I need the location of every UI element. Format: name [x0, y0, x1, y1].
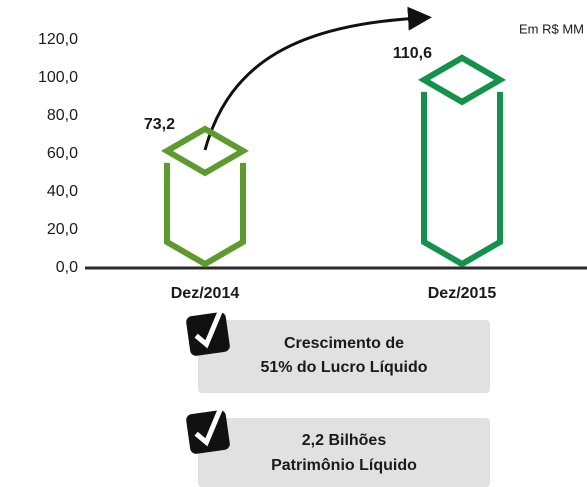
- y-tick-label: 40,0: [47, 183, 78, 200]
- callout-1: Crescimento de 51% do Lucro Líquido: [186, 309, 490, 393]
- callout-text: 2,2 Bilhões: [302, 432, 387, 449]
- unit-label: Em R$ MM: [519, 21, 584, 36]
- callout-box: [198, 320, 490, 393]
- callout-text: Crescimento de: [284, 335, 404, 352]
- callout-text: Patrimônio Líquido: [271, 457, 417, 474]
- check-icon: [186, 407, 230, 454]
- x-tick-label: Dez/2015: [428, 285, 497, 302]
- y-tick-label: 120,0: [38, 31, 78, 48]
- y-tick-label: 100,0: [38, 69, 78, 86]
- bar: [161, 125, 249, 268]
- y-tick-label: 80,0: [47, 107, 78, 124]
- growth-arrow: [203, 6, 432, 151]
- bar: [418, 54, 506, 268]
- x-tick-label: Dez/2014: [171, 285, 240, 302]
- value-label: 73,2: [144, 116, 175, 133]
- value-label: 110,6: [393, 45, 432, 62]
- callout-text: 51% do Lucro Líquido: [260, 359, 427, 376]
- callout-box: [198, 418, 490, 487]
- y-tick-label: 60,0: [47, 145, 78, 162]
- y-tick-label: 0,0: [56, 259, 78, 276]
- check-icon: [186, 309, 230, 356]
- callout-2: 2,2 Bilhões Patrimônio Líquido: [186, 407, 490, 487]
- y-tick-label: 20,0: [47, 221, 78, 238]
